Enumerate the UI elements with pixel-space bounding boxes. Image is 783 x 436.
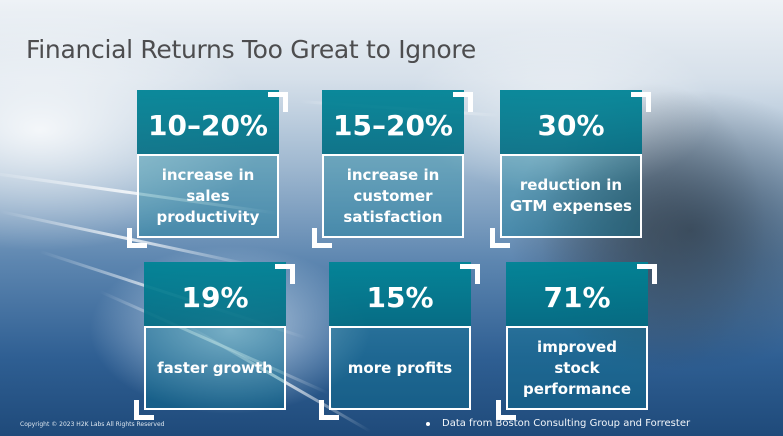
stat-description: increase in customer satisfaction (322, 154, 464, 238)
stat-value: 19% (144, 262, 286, 326)
stat-card-customer-satisfaction: 15–20% increase in customer satisfaction (312, 90, 477, 248)
stat-value: 10–20% (137, 90, 279, 154)
stat-description: improved stock performance (506, 326, 648, 410)
stat-card-sales-productivity: 10–20% increase in sales productivity (127, 90, 292, 248)
corner-bracket-bottom-left (134, 400, 154, 420)
corner-bracket-top-right (631, 92, 651, 112)
corner-bracket-bottom-left (319, 400, 339, 420)
stat-description: faster growth (144, 326, 286, 410)
stat-description: increase in sales productivity (137, 154, 279, 238)
stat-value: 15–20% (322, 90, 464, 154)
stat-card-stock-performance: 71% improved stock performance (496, 262, 661, 420)
stat-value: 71% (506, 262, 648, 326)
person-silhouette (473, 20, 783, 436)
corner-bracket-top-right (275, 264, 295, 284)
stat-value: 15% (329, 262, 471, 326)
corner-bracket-bottom-left (490, 228, 510, 248)
corner-bracket-top-right (453, 92, 473, 112)
stat-card-gtm-expenses: 30% reduction in GTM expenses (490, 90, 655, 248)
stat-description: reduction in GTM expenses (500, 154, 642, 238)
stat-description: more profits (329, 326, 471, 410)
source-note: Data from Boston Consulting Group and Fo… (426, 418, 690, 429)
source-text: Data from Boston Consulting Group and Fo… (442, 418, 691, 429)
corner-bracket-top-right (637, 264, 657, 284)
corner-bracket-top-right (268, 92, 288, 112)
bullet-icon (426, 421, 430, 426)
corner-bracket-bottom-left (127, 228, 147, 248)
copyright-notice: Copyright © 2023 H2K Labs All Rights Res… (20, 421, 165, 428)
stat-card-more-profits: 15% more profits (319, 262, 484, 420)
stat-card-faster-growth: 19% faster growth (134, 262, 299, 420)
corner-bracket-bottom-left (496, 400, 516, 420)
stat-value: 30% (500, 90, 642, 154)
page-title: Financial Returns Too Great to Ignore (26, 35, 476, 64)
corner-bracket-top-right (460, 264, 480, 284)
corner-bracket-bottom-left (312, 228, 332, 248)
